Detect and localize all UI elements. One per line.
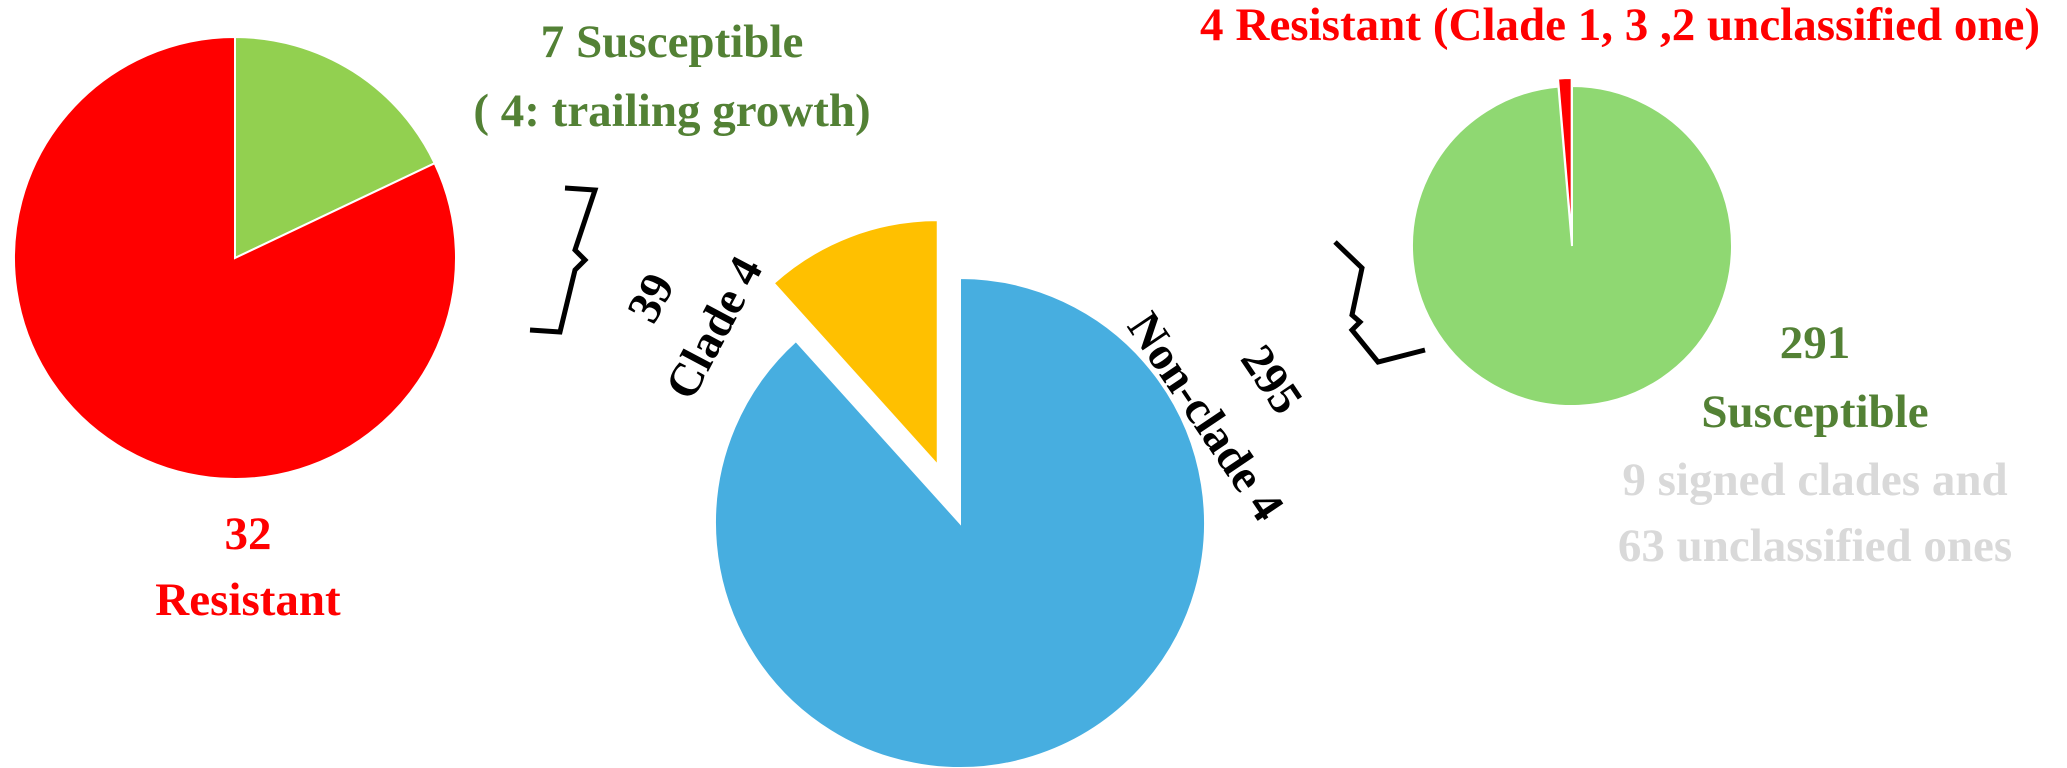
value-label: 39	[617, 265, 685, 331]
pies	[13, 35, 1734, 768]
category-label: Resistant	[155, 574, 341, 626]
category-label: Susceptible	[576, 16, 803, 68]
category-label: Clade 4	[655, 248, 773, 407]
annotation: (Clade 1, 3 ,2 unclassified one)	[1433, 0, 2040, 51]
category-label: Susceptible	[1701, 386, 1928, 438]
value-label: 291	[1780, 317, 1851, 369]
pie-slice	[1411, 84, 1734, 407]
value-label: 4	[1200, 0, 1224, 51]
value-label: 7	[541, 16, 565, 68]
pie-label: 7 Susceptible	[541, 16, 804, 68]
annotation: ( 4: trailing growth)	[473, 85, 870, 137]
value-label: 295	[1230, 336, 1313, 424]
pie-slice	[772, 219, 939, 468]
brace	[1333, 240, 1426, 365]
pie-label: 4 Resistant (Clade 1, 3 ,2 unclassified on…	[1200, 0, 2040, 51]
category-label: Resistant	[1236, 0, 1422, 51]
brace	[529, 185, 599, 335]
value-label: 32	[225, 508, 272, 560]
annotation: 9 signed clades and	[1622, 454, 2007, 506]
pie-slice	[13, 35, 457, 480]
pie-slice	[714, 276, 1206, 768]
pie-slice	[234, 35, 436, 260]
annotation: 63 unclassified ones	[1618, 520, 2012, 572]
